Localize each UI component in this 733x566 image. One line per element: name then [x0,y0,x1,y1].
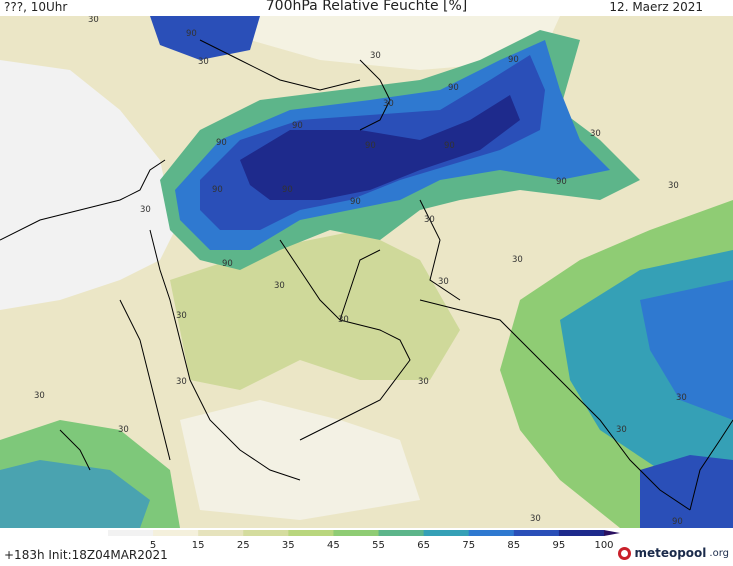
contour-label: 30 [274,281,285,291]
contour-label: 90 [508,55,519,65]
dry-region-west [0,60,175,310]
moist-band-arabia [170,230,460,390]
saturated-core-main [240,95,520,200]
contour-label: 30 [176,311,187,321]
contour-label: 90 [350,197,361,207]
color-scale-tick: 45 [327,540,340,550]
contour-label: 90 [292,121,303,131]
coast-india-west [419,299,691,511]
color-scale-tick: 15 [192,540,205,550]
contour-label: 90 [186,29,197,39]
color-scale-cell [243,530,289,536]
contour-label: 90 [448,83,459,93]
contour-label: 30 [140,205,151,215]
contour-label: 30 [668,181,679,191]
border-iran-pakistan [419,199,461,301]
coast-oman [299,319,411,441]
contour-label: 30 [424,215,435,225]
contour-label: 90 [216,138,227,148]
coastlines [0,39,733,511]
map-title: 700hPa Relative Feuchte [%] [265,0,468,14]
color-scale-tick: 75 [462,540,475,550]
init-time-label: +183h Init:18Z04MAR2021 [4,548,168,562]
logo-text: meteopool [634,546,707,560]
dry-region-north [240,16,560,70]
color-scale-tick: 35 [282,540,295,550]
coast-red-sea-east [149,229,301,481]
contour-label: 90 [222,259,233,269]
color-scale-cell [333,530,380,536]
color-scale-tick: 25 [237,540,250,550]
contour-label: 90 [444,141,455,151]
contour-label: 30 [88,16,99,25]
contour-label: 30 [34,391,45,401]
contour-label: 30 [370,51,381,61]
wet-core-india [640,280,733,420]
coast-red-sea-west [119,299,171,461]
contour-label: 90 [212,185,223,195]
meteopool-logo[interactable]: meteopool .org [618,546,729,560]
map-header: ???, 10Uhr 700hPa Relative Feuchte [%] 1… [0,0,733,16]
contour-label: 90 [282,185,293,195]
color-scale-cell [468,530,515,536]
valid-date-label: 12. Maerz 2021 [609,0,703,14]
contour-label: 30 [438,277,449,287]
dry-region-south [180,400,420,520]
contour-label: 30 [418,377,429,387]
valid-time-label: ???, 10Uhr [4,0,68,14]
logo-suffix: .org [709,547,729,559]
color-scale-cell [378,530,425,536]
coast-india-east [689,419,733,511]
contour-label: 30 [512,255,523,265]
color-scale-tick: 5 [150,540,156,550]
meteopool-logo-icon [618,546,632,560]
color-scale-tick: 65 [417,540,430,550]
color-scale-cell [288,530,334,536]
wet-core-bay [640,455,733,528]
contour-label: 30 [198,57,209,67]
coast-caspian [359,59,391,131]
color-scale-cell [558,530,605,536]
color-scale-tick: 55 [372,540,385,550]
color-scale-tick: 85 [507,540,520,550]
color-scale-tick: 95 [553,540,566,550]
contour-label: 30 [616,425,627,435]
color-scale-cell [153,530,199,536]
color-scale-cell [423,530,470,536]
wet-core-north [150,16,260,60]
contour-label: 90 [672,517,683,527]
color-scale: 5 15 25 35 45 55 65 75 85 95 100 [108,530,620,550]
coast-mediterranean [0,159,166,241]
coast-black-caspian [199,39,361,91]
contour-label: 90 [556,177,567,187]
coast-lake [59,429,91,471]
contour-label: 30 [383,99,394,109]
contour-label: 30 [118,425,129,435]
color-scale-tick: 100 [594,540,613,550]
contour-label: 90 [365,141,376,151]
color-scale-cell [198,530,244,536]
color-scale-arrow [604,530,620,536]
contour-label: 30 [590,129,601,139]
color-scale-cell [513,530,560,536]
contour-label: 30 [676,393,687,403]
contour-label: 30 [176,377,187,387]
contour-labels: 30 90 30 30 90 90 30 90 90 90 90 30 90 3… [34,16,687,527]
contour-label: 30 [338,315,349,325]
contour-label: 30 [530,514,541,524]
color-scale-cell [108,530,154,536]
moist-core-africa [0,460,150,528]
humidity-map: 30 90 30 30 90 90 30 90 90 90 90 30 90 3… [0,16,733,528]
